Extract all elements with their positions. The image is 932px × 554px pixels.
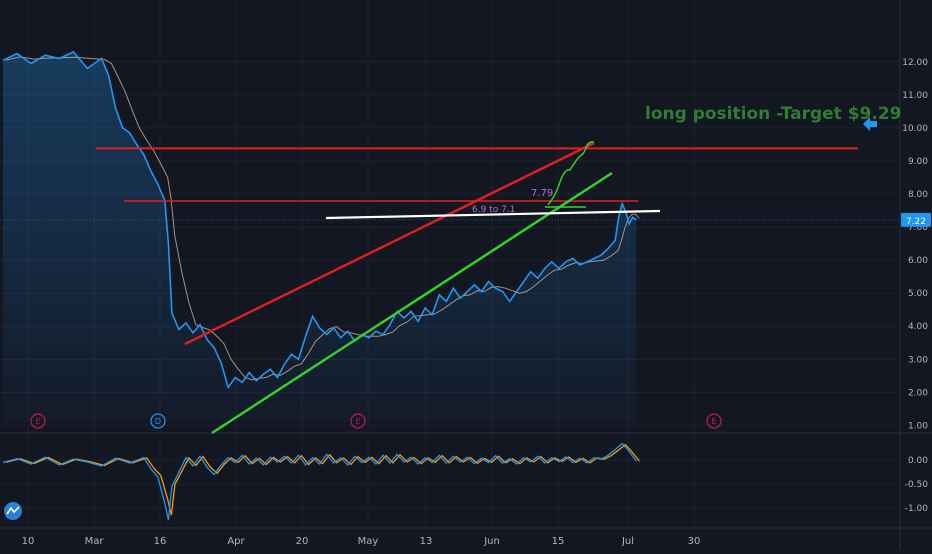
left-arrow-icon [863,117,877,131]
earnings-marker-text: E [35,417,40,426]
trend-drawings[interactable] [96,141,858,435]
osc-tick-label: -1.00 [905,504,929,514]
projected-path[interactable] [547,141,594,206]
x-tick-label: 16 [154,536,167,547]
resistance-label: 7.79 [531,188,553,199]
price-line-layer [2,50,637,390]
y-tick-label: 7.00 [908,223,928,233]
logo-mark [6,506,20,515]
oscillator-panel [2,442,640,521]
earnings-marker-text: E [355,417,360,426]
price-area-fill [3,51,637,423]
x-tick-label: 10 [22,536,35,547]
annotations: long position -Target $9.29 7.79 6.9 to 7.… [0,104,931,520]
lower-trend-line[interactable] [211,171,613,435]
osc-tick-label: 0.00 [908,456,928,466]
target-annotation: long position -Target $9.29 [645,104,901,124]
x-tick-label: 20 [296,536,309,547]
x-tick-label: Apr [227,536,245,547]
x-tick-label: Mar [85,536,105,547]
range-label: 6.9 to 7.1 [472,205,515,215]
earnings-marker[interactable] [706,413,722,429]
upper-trend-line[interactable] [184,141,595,346]
y-tick-label: 11.00 [902,91,928,101]
y-tick-label: 3.00 [908,355,928,365]
current-price-badge [901,212,931,227]
current-price-text: 7.22 [906,217,926,227]
dividend-marker[interactable] [150,413,166,429]
earnings-marker[interactable] [350,413,366,429]
x-tick-label: Jun [483,536,500,547]
y-tick-label: 4.00 [908,322,928,332]
y-tick-label: 12.00 [902,58,928,68]
moving-average-line [5,56,640,381]
y-tick-label: 8.00 [908,190,928,200]
price-line [2,50,637,390]
x-tick-label: May [358,536,379,547]
earnings-marker-text: E [711,417,716,426]
y-tick-label: 5.00 [908,289,928,299]
y-tick-label: 2.00 [908,388,928,398]
x-tick-label: Jul [621,536,634,547]
earnings-marker[interactable] [30,413,46,429]
x-tick-label: 30 [688,536,701,547]
price-area [3,51,637,423]
dividend-marker-text: D [155,417,161,426]
y-tick-label: 10.00 [902,124,928,134]
x-tick-label: 15 [552,536,565,547]
y-tick-label: 6.00 [908,256,928,266]
y-tick-label: 1.00 [908,421,928,431]
moving-average-layer [5,56,640,381]
osc-tick-label: -0.50 [905,480,929,490]
axes: 10 Mar 16 Apr 20 May 13 Jun 15 Jul 30 12.00 11.00 10.… [22,58,929,547]
x-tick-label: 13 [420,536,433,547]
support-line[interactable] [325,209,661,220]
oscillator-fast-line [2,442,637,521]
y-tick-label: 9.00 [908,157,928,167]
